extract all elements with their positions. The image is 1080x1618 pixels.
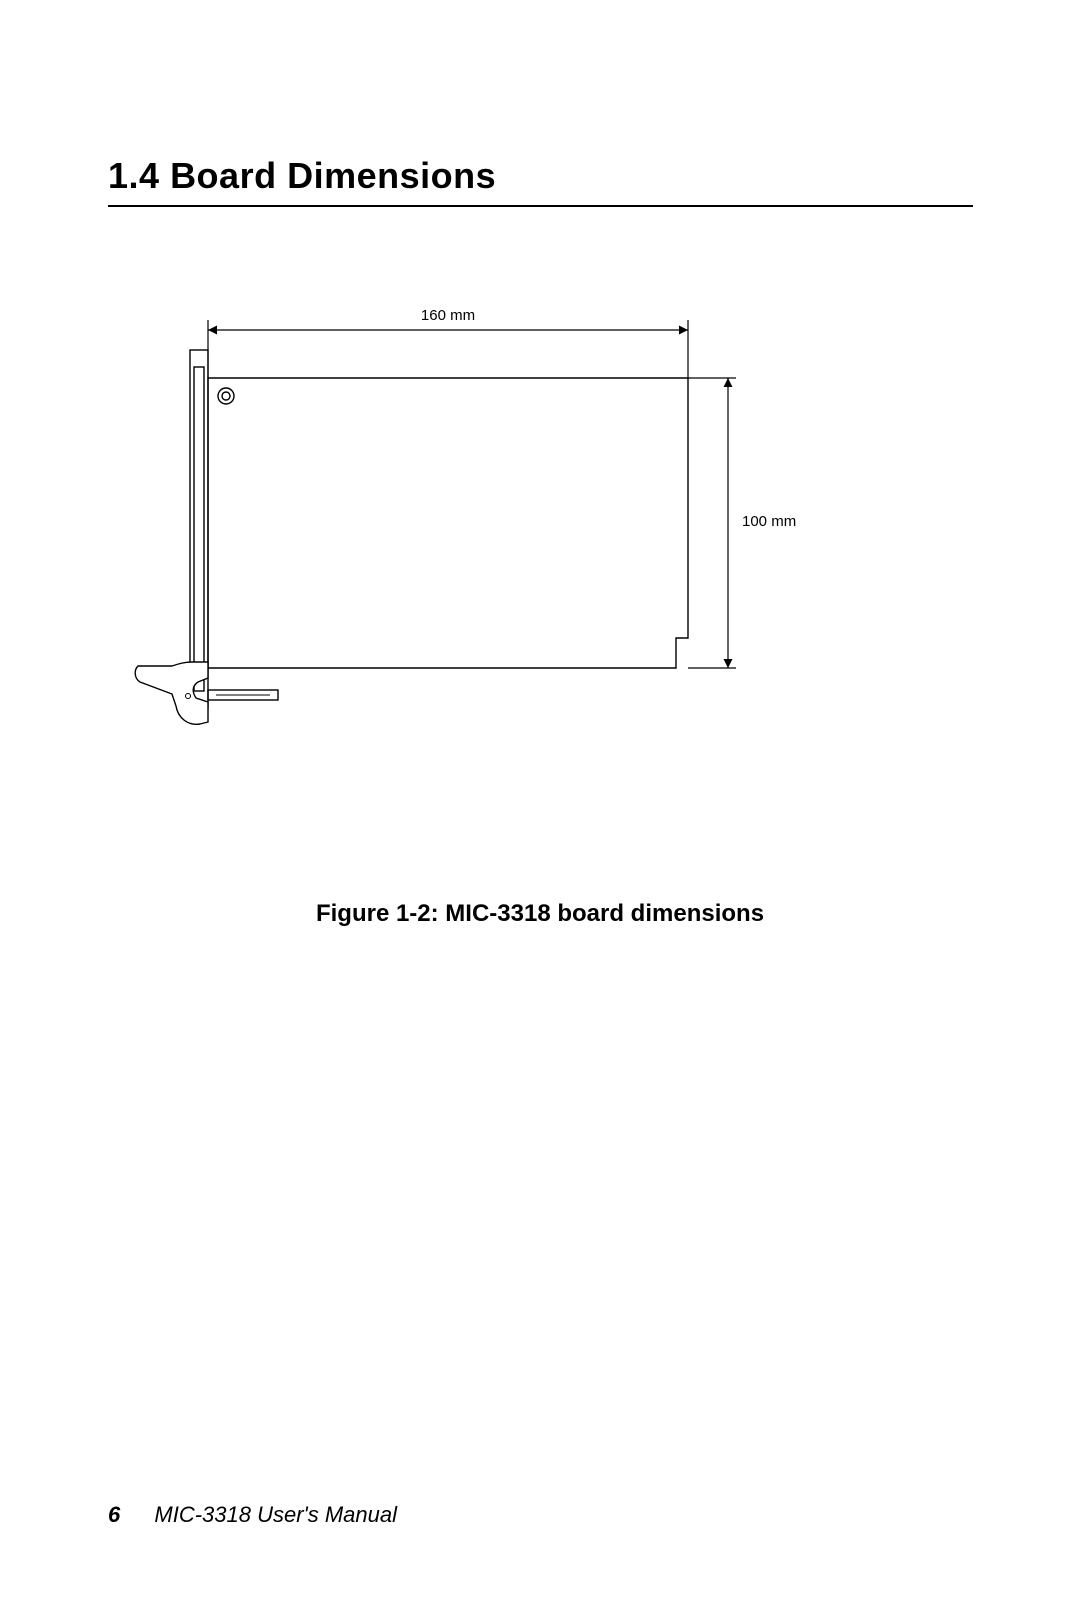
page: 1.4 Board Dimensions 160 mm 100 mm Figure… bbox=[0, 0, 1080, 1618]
svg-text:100 mm: 100 mm bbox=[742, 513, 796, 530]
board-diagram-svg: 160 mm 100 mm bbox=[108, 290, 808, 760]
page-footer: 6 MIC-3318 User's Manual bbox=[108, 1502, 397, 1528]
heading-rule bbox=[108, 205, 973, 207]
figure-caption: Figure 1-2: MIC-3318 board dimensions bbox=[0, 900, 1080, 928]
doc-title: MIC-3318 User's Manual bbox=[154, 1502, 397, 1527]
section-number: 1.4 bbox=[108, 155, 160, 196]
svg-text:160 mm: 160 mm bbox=[421, 307, 475, 324]
board-diagram: 160 mm 100 mm bbox=[108, 290, 808, 760]
section-heading: 1.4 Board Dimensions bbox=[108, 155, 496, 197]
section-title: Board Dimensions bbox=[170, 155, 496, 196]
page-number: 6 bbox=[108, 1502, 120, 1527]
